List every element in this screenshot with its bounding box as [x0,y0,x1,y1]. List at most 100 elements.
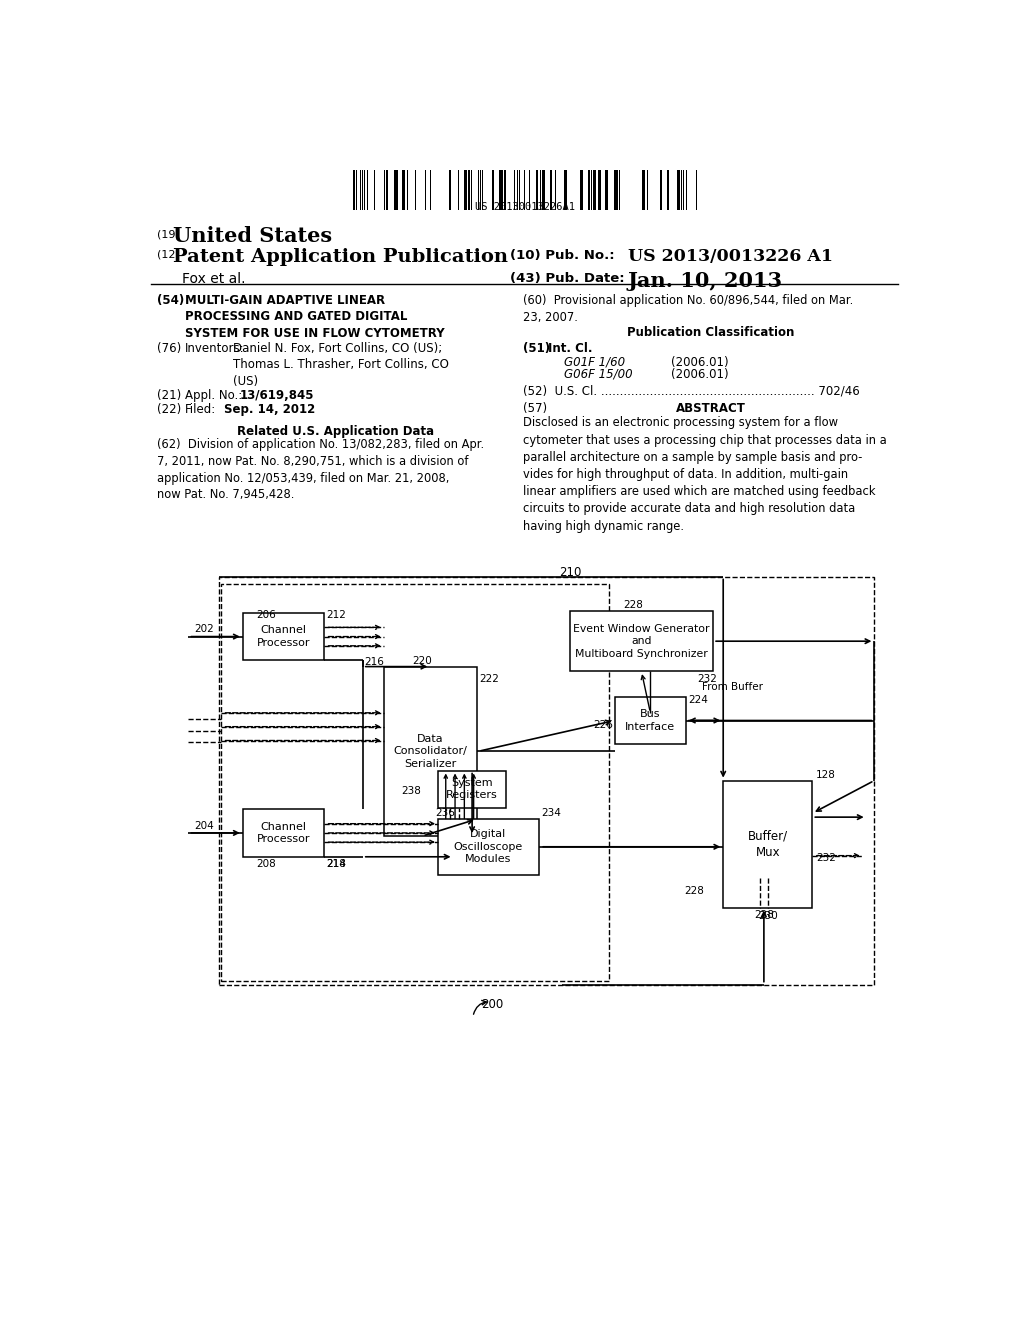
Bar [386,170,388,210]
Bar [438,818,539,875]
Text: 230: 230 [758,911,777,921]
Text: 222: 222 [479,675,499,684]
Text: 208: 208 [257,859,276,869]
Bar [668,170,669,210]
Text: 128: 128 [815,770,836,780]
Text: 212: 212 [327,610,346,620]
Bar [425,170,426,210]
Text: (43) Pub. Date:: (43) Pub. Date: [510,272,625,285]
Text: (21): (21) [158,389,181,403]
Bar [659,170,662,210]
Bar [243,612,324,660]
Text: Fox et al.: Fox et al. [182,272,246,286]
Bar [528,170,530,210]
Bar [468,170,470,210]
Text: 204: 204 [194,821,214,830]
Text: Data
Consolidator/
Serializer: Data Consolidator/ Serializer [393,734,467,768]
Text: 206: 206 [257,610,276,620]
Text: 200: 200 [481,998,504,1011]
Bar [564,170,567,210]
Text: United States: United States [173,226,332,246]
Text: Digital
Oscilloscope
Modules: Digital Oscilloscope Modules [454,829,523,865]
Text: (22): (22) [158,404,181,416]
Bar [243,809,324,857]
Text: 238: 238 [401,785,421,796]
Text: 236: 236 [435,808,455,818]
Text: 220: 220 [413,656,432,665]
Text: Int. Cl.: Int. Cl. [548,342,593,355]
Bar [569,611,713,671]
Text: 232: 232 [816,853,836,863]
Bar [219,577,874,985]
Text: 226: 226 [593,721,613,730]
Text: Daniel N. Fox, Fort Collins, CO (US);
Thomas L. Thrasher, Fort Collins, CO
(US): Daniel N. Fox, Fort Collins, CO (US); Th… [233,342,450,388]
Text: 202: 202 [194,624,214,634]
Bar [438,771,506,808]
Text: From Buffer: From Buffer [701,682,763,692]
Text: 232: 232 [697,673,718,684]
Bar [550,170,552,210]
Bar [589,170,590,210]
Bar [352,170,355,210]
Bar [356,170,357,210]
Bar [449,170,452,210]
Text: (57): (57) [523,403,548,416]
Text: (62)  Division of application No. 13/082,283, filed on Apr.
7, 2011, now Pat. No: (62) Division of application No. 13/082,… [158,438,484,502]
Text: 214: 214 [327,859,346,869]
Text: 218: 218 [327,859,346,869]
Text: Inventors:: Inventors: [185,342,245,355]
Text: (76): (76) [158,342,181,355]
Bar [580,170,583,210]
Bar [374,170,375,210]
Text: 228: 228 [624,601,644,610]
Text: Filed:: Filed: [185,404,217,416]
Text: Channel
Processor: Channel Processor [257,626,310,648]
Text: 224: 224 [688,696,709,705]
Bar [384,667,477,836]
Text: (2006.01): (2006.01) [671,368,728,381]
Text: Sep. 14, 2012: Sep. 14, 2012 [224,404,315,416]
Text: G01F 1/60: G01F 1/60 [563,355,625,368]
Bar [605,170,607,210]
Text: (54): (54) [158,294,184,308]
Bar [683,170,684,210]
Bar [615,170,617,210]
Text: (19): (19) [158,230,180,239]
Bar [477,170,479,210]
Bar [221,585,608,981]
Bar [593,170,596,210]
Bar [618,170,621,210]
Bar [537,170,538,210]
Text: 210: 210 [559,566,582,578]
Bar [544,170,545,210]
Bar [401,170,404,210]
Text: (10) Pub. No.:: (10) Pub. No.: [510,249,614,263]
Text: 234: 234 [541,808,561,818]
Text: Channel
Processor: Channel Processor [257,822,310,843]
Bar [591,170,592,210]
Text: System
Registers: System Registers [446,777,498,800]
Bar [464,170,467,210]
Text: Disclosed is an electronic processing system for a flow
cytometer that uses a pr: Disclosed is an electronic processing sy… [523,416,887,532]
Text: MULTI-GAIN ADAPTIVE LINEAR
PROCESSING AND GATED DIGITAL
SYSTEM FOR USE IN FLOW C: MULTI-GAIN ADAPTIVE LINEAR PROCESSING AN… [185,294,445,341]
Bar [500,170,502,210]
Text: Event Window Generator
and
Multiboard Synchronizer: Event Window Generator and Multiboard Sy… [573,624,710,659]
Text: 228: 228 [684,886,705,896]
Bar [598,170,601,210]
Bar [540,170,541,210]
Text: US 2013/0013226 A1: US 2013/0013226 A1 [628,248,833,265]
Text: Patent Application Publication: Patent Application Publication [173,248,508,267]
Bar [518,170,520,210]
Bar [677,170,680,210]
Bar [493,170,494,210]
Bar [614,697,686,743]
Bar [395,170,398,210]
Text: (52)  U.S. Cl. ......................................................... 702/46: (52) U.S. Cl. ..........................… [523,384,860,397]
Text: (51): (51) [523,342,550,355]
Text: Publication Classification: Publication Classification [627,326,795,339]
Text: 13/619,845: 13/619,845 [240,389,314,403]
Bar [723,780,812,908]
Text: Appl. No.:: Appl. No.: [185,389,243,403]
Text: (12): (12) [158,249,180,259]
Text: (60)  Provisional application No. 60/896,544, filed on Mar.
23, 2007.: (60) Provisional application No. 60/896,… [523,294,853,323]
